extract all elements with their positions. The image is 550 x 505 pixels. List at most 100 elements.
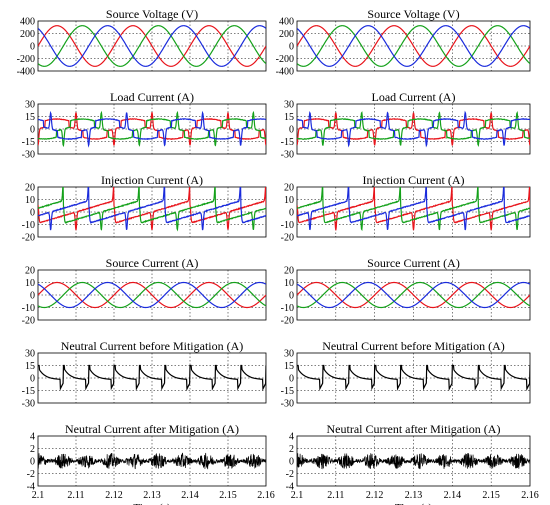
x-tick-label: 2.15 [219,490,237,501]
series-line-neutral [297,452,530,470]
series-line-phase_c [297,25,530,67]
y-tick-label: 400 [279,17,294,28]
series-line-neutral [38,452,266,470]
series-line-phase_b [297,111,530,148]
series-line-phase_c [297,110,530,148]
y-tick-label: 2 [289,444,294,455]
x-tick-label: 2.12 [105,490,123,501]
series-line-phase_b [38,281,266,309]
x-tick-label: 2.11 [327,490,344,501]
subplot-title: Injection Current (A) [363,173,465,187]
y-tick-label: 15 [25,112,35,123]
y-tick-label: -30 [281,150,294,161]
series-line-neutral [297,364,530,392]
subplot-title: Source Current (A) [106,256,199,270]
y-tick-label: 0 [289,457,294,468]
y-tick-label: -2 [27,469,35,480]
subplot-title: Neutral Current before Mitigation (A) [61,339,244,353]
series-line-phase_a [297,187,530,231]
y-tick-label: -200 [17,54,35,65]
y-tick-label: 400 [20,17,35,28]
y-tick-label: -400 [17,67,35,78]
y-tick-label: 20 [284,183,294,194]
y-tick-label: 10 [25,195,35,206]
y-tick-label: 0 [289,291,294,302]
subplot-title: Neutral Current before Mitigation (A) [322,339,505,353]
y-tick-label: -10 [281,220,294,231]
series-line-phase_b [38,110,266,148]
series-line-phase_b [38,25,266,67]
y-tick-label: -30 [22,399,35,410]
y-tick-label: -400 [276,67,294,78]
y-tick-label: 0 [30,125,35,136]
x-tick-label: 2.1 [291,490,304,501]
y-tick-label: 0 [289,208,294,219]
y-tick-label: 10 [284,195,294,206]
y-tick-label: -20 [22,233,35,244]
subplot-title: Source Current (A) [367,256,460,270]
x-tick-label: 2.15 [482,490,500,501]
y-tick-label: 15 [284,361,294,372]
subplot-4: Neutral Current before Mitigation (A) 301… [22,339,267,410]
series-line-phase_b [297,25,530,67]
y-tick-label: 15 [25,361,35,372]
x-tick-label: 2.13 [143,490,161,501]
y-tick-label: 2 [30,444,35,455]
y-tick-label: -10 [22,303,35,314]
x-axis-label: Time (s) [133,502,171,505]
y-tick-label: -30 [281,399,294,410]
y-tick-label: -15 [281,137,294,148]
x-axis-label: Time (s) [395,502,433,505]
y-tick-label: -4 [286,482,294,493]
y-tick-label: -30 [22,150,35,161]
series-line-phase_a [297,281,530,309]
y-tick-label: 30 [284,100,294,111]
series-line-phase_c [38,110,266,148]
y-tick-label: -20 [281,233,294,244]
y-tick-label: 30 [284,349,294,360]
series-line-neutral [38,364,266,392]
y-tick-label: 15 [284,112,294,123]
series-line-phase_c [38,25,266,67]
y-tick-label: 10 [284,278,294,289]
y-tick-label: 4 [30,432,35,443]
series-line-phase_a [38,281,266,309]
y-tick-label: 20 [25,183,35,194]
subplot-title: Source Voltage (V) [367,7,459,21]
y-tick-label: 0 [30,42,35,53]
series-line-phase_b [297,281,530,309]
series-line-phase_a [297,112,530,146]
y-tick-label: 0 [289,42,294,53]
y-tick-label: 200 [20,29,35,40]
x-tick-label: 2.11 [67,490,84,501]
y-tick-label: -20 [281,316,294,327]
y-tick-label: -10 [281,303,294,314]
y-tick-label: 30 [25,100,35,111]
subplot-5: Neutral Current after Mitigation (A)420-… [286,422,539,505]
y-tick-label: -2 [286,469,294,480]
series-line-phase_a [38,187,266,231]
x-tick-label: 2.16 [257,490,275,501]
y-tick-label: 0 [30,208,35,219]
y-tick-label: -15 [22,386,35,397]
y-tick-label: -15 [281,386,294,397]
series-line-phase_a [297,25,530,67]
series-line-phase_c [38,281,266,309]
series-line-phase_b [38,187,266,232]
y-tick-label: 0 [30,291,35,302]
series-line-phase_c [38,187,266,231]
y-tick-label: -200 [276,54,294,65]
series-line-phase_a [38,25,266,67]
series-line-phase_b [297,187,530,232]
